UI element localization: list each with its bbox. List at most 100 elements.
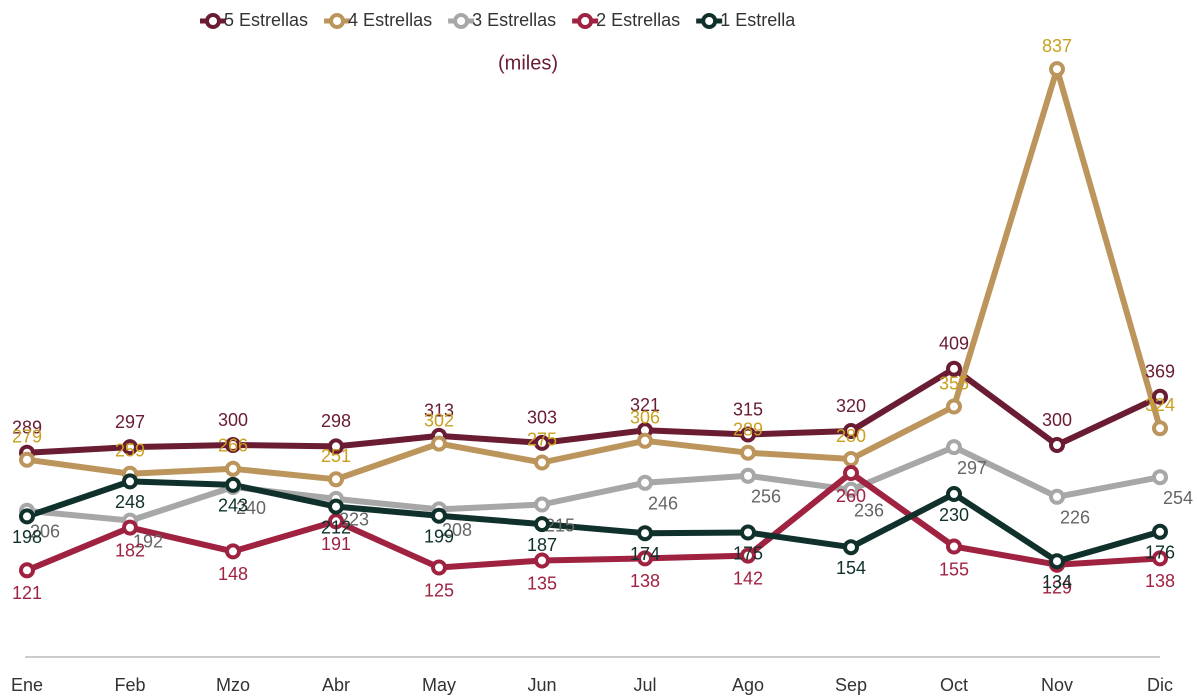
point-marker	[534, 454, 550, 471]
data-label: 230	[939, 505, 969, 525]
point-marker	[328, 498, 344, 515]
legend-marker	[577, 13, 594, 29]
data-label: 129	[1042, 577, 1072, 597]
data-label: 254	[1163, 488, 1193, 508]
point-marker	[122, 473, 138, 490]
data-label: 215	[545, 515, 575, 535]
chart-subtitle: (miles)	[498, 52, 558, 74]
data-label: 275	[527, 429, 557, 449]
point-marker	[946, 398, 962, 415]
data-label: 260	[836, 486, 866, 506]
data-label: 199	[424, 526, 454, 546]
point-marker	[843, 423, 859, 439]
legend-marker	[329, 13, 346, 29]
point-marker	[946, 538, 962, 555]
point-marker	[637, 432, 653, 449]
data-label: 303	[527, 408, 557, 428]
x-tick-label: Dic	[1147, 675, 1173, 695]
point-marker	[534, 496, 550, 513]
legend-marker	[205, 13, 221, 29]
series-line	[26, 66, 1163, 483]
point-marker	[1049, 437, 1065, 453]
data-label: 302	[424, 410, 454, 430]
point-marker	[1152, 420, 1168, 437]
point-marker	[1049, 553, 1065, 570]
data-label: 280	[836, 426, 866, 446]
point-marker	[637, 474, 653, 491]
legend-label: 3 Estrellas	[472, 10, 556, 30]
x-tick-label: Ene	[11, 675, 43, 695]
data-label: 174	[630, 544, 660, 564]
point-marker	[1049, 61, 1065, 78]
data-label: 240	[236, 498, 266, 518]
data-label: 192	[133, 531, 163, 551]
x-tick-label: Jul	[633, 675, 656, 695]
data-label: 321	[630, 395, 660, 415]
point-marker	[431, 435, 447, 452]
x-tick-label: Ago	[732, 675, 764, 695]
data-label: 324	[1145, 395, 1175, 415]
data-label: 142	[733, 568, 763, 588]
point-marker	[1152, 469, 1168, 486]
data-label: 125	[424, 580, 454, 600]
point-marker	[225, 460, 241, 477]
point-marker	[740, 444, 756, 461]
legend-marker	[701, 13, 718, 29]
data-label: 297	[957, 458, 987, 478]
point-marker	[431, 507, 447, 524]
point-marker	[328, 471, 344, 488]
legend-label: 4 Estrellas	[348, 10, 432, 30]
legend-label: 2 Estrellas	[596, 10, 680, 30]
data-label: 837	[1042, 36, 1072, 56]
point-marker	[122, 519, 138, 536]
x-tick-label: Oct	[940, 675, 968, 695]
point-marker	[740, 547, 756, 564]
data-label: 154	[836, 558, 866, 578]
point-marker	[534, 516, 550, 533]
point-marker	[19, 562, 35, 579]
x-tick-label: Abr	[322, 675, 350, 695]
point-marker	[534, 434, 550, 451]
data-label: 246	[648, 494, 678, 514]
point-marker	[19, 451, 35, 468]
point-marker	[328, 513, 344, 530]
point-marker	[1049, 488, 1065, 505]
series-line	[26, 478, 1161, 565]
point-marker	[946, 486, 962, 502]
point-marker	[225, 543, 241, 560]
data-label: 208	[442, 520, 472, 540]
point-marker	[1152, 523, 1168, 540]
point-marker	[328, 438, 344, 455]
x-tick-label: Sep	[835, 675, 867, 695]
data-label: 198	[12, 527, 42, 547]
data-label: 300	[218, 410, 248, 430]
point-marker	[843, 481, 859, 498]
data-label: 279	[12, 426, 42, 446]
legend-label: 1 Estrella	[720, 10, 796, 30]
data-label: 138	[630, 571, 660, 591]
point-marker	[740, 426, 756, 443]
data-label: 300	[1042, 410, 1072, 430]
point-marker	[1152, 388, 1168, 405]
data-label: 320	[836, 396, 866, 416]
point-marker	[946, 360, 962, 377]
data-label: 248	[115, 492, 145, 512]
data-label: 289	[12, 417, 42, 437]
point-marker	[843, 451, 859, 467]
x-tick-label: Nov	[1041, 675, 1073, 695]
data-label: 223	[339, 510, 369, 530]
point-marker	[534, 552, 550, 569]
series-line	[25, 470, 1161, 574]
data-label: 256	[751, 487, 781, 507]
data-label: 243	[218, 496, 248, 516]
legend-marker	[453, 13, 470, 29]
data-label: 175	[733, 543, 763, 563]
point-marker	[122, 439, 138, 456]
data-label: 176	[1145, 543, 1175, 563]
series-line	[26, 365, 1162, 456]
data-label: 266	[218, 436, 248, 456]
data-label: 134	[1042, 572, 1072, 592]
point-marker	[1152, 550, 1168, 567]
